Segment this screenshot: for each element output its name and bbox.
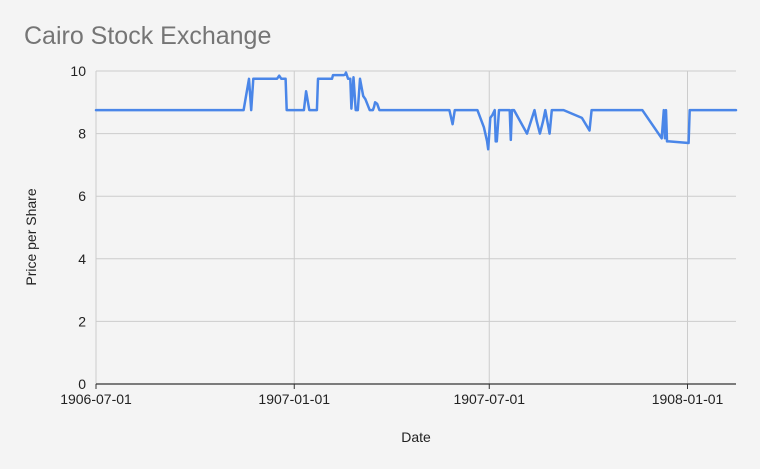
y-tick-label: 0 <box>78 376 86 392</box>
y-tick-label: 4 <box>78 251 86 267</box>
x-tick-label: 1908-01-01 <box>652 391 724 407</box>
y-tick-label: 8 <box>78 126 86 142</box>
x-axis-label: Date <box>401 429 431 445</box>
tick-labels: 0 2 4 6 8 10 1906-07-01 1907-01-01 1907-07-01 190… <box>60 63 723 407</box>
axes <box>95 383 736 389</box>
y-axis-label: Price per Share <box>23 188 39 285</box>
series-layer <box>94 71 738 151</box>
y-tick-label: 10 <box>70 63 86 79</box>
y-tick-label: 2 <box>78 313 86 329</box>
series-line <box>94 71 738 151</box>
chart-title: Cairo Stock Exchange <box>24 22 271 50</box>
x-tick-label: 1906-07-01 <box>60 391 132 407</box>
x-tick-label: 1907-01-01 <box>258 391 330 407</box>
y-tick-label: 6 <box>78 188 86 204</box>
x-tick-label: 1907-07-01 <box>453 391 525 407</box>
